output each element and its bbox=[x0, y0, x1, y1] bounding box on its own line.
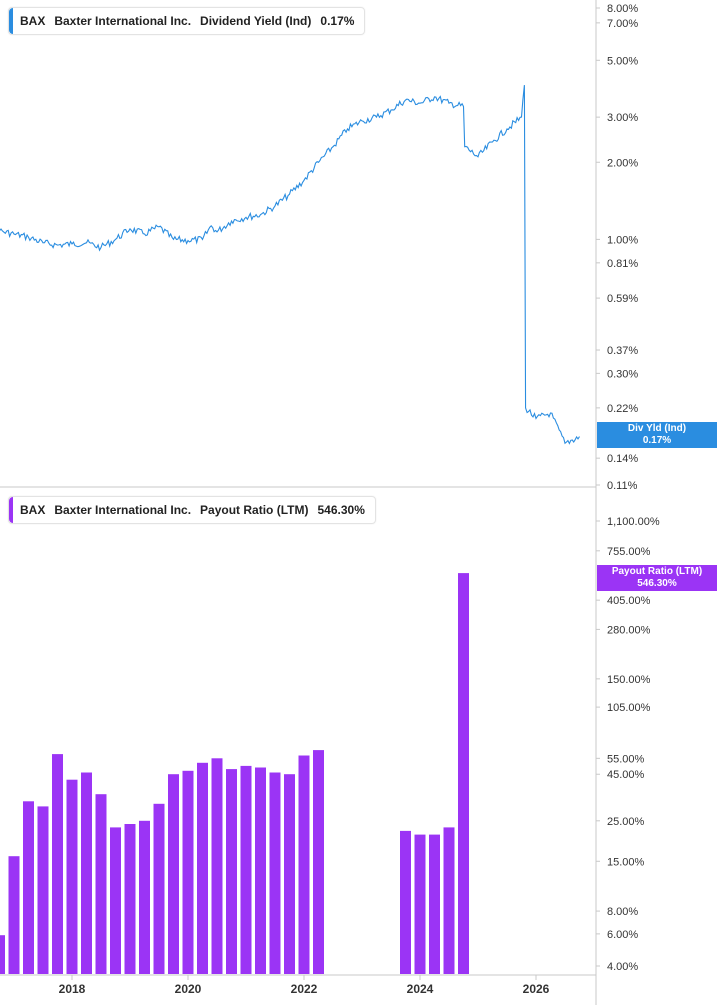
payout-ratio-legend[interactable]: BAX Baxter International Inc. Payout Rat… bbox=[8, 496, 376, 524]
x-tick-label: 2024 bbox=[407, 982, 434, 996]
y-tick-label: 755.00% bbox=[607, 546, 651, 558]
y-tick-label: 0.22% bbox=[607, 403, 638, 415]
payout-bar bbox=[414, 834, 426, 974]
dividend-yield-line bbox=[0, 85, 580, 445]
legend-company: Baxter International Inc. bbox=[54, 14, 192, 28]
payout-bar bbox=[298, 755, 310, 974]
legend-color-swatch bbox=[9, 497, 13, 523]
tag-value: 546.30% bbox=[637, 578, 677, 589]
legend-metric: Dividend Yield (Ind) bbox=[200, 14, 312, 28]
x-axis: 2018 2020 2022 2024 2026 bbox=[0, 974, 596, 996]
tag-value: 0.17% bbox=[642, 435, 672, 446]
y-tick-label: 25.00% bbox=[607, 816, 645, 828]
y-tick-label: 7.00% bbox=[607, 18, 638, 30]
y-tick-label: 3.00% bbox=[607, 112, 638, 124]
payout-bar bbox=[255, 767, 266, 974]
payout-bar bbox=[95, 794, 107, 974]
payout-bar bbox=[458, 573, 469, 974]
payout-bar bbox=[124, 824, 136, 974]
y-tick-label: 0.11% bbox=[607, 480, 638, 492]
x-tick-label: 2022 bbox=[291, 982, 318, 996]
payout-bar bbox=[153, 803, 165, 974]
payout-bar bbox=[110, 827, 121, 974]
payout-bar bbox=[37, 806, 49, 974]
x-tick-label: 2026 bbox=[523, 982, 550, 996]
y-tick-label: 405.00% bbox=[607, 595, 651, 607]
payout-bar bbox=[226, 769, 237, 974]
y-tick-label: 1.00% bbox=[607, 234, 638, 246]
y-tick-label: 0.81% bbox=[607, 258, 638, 270]
y-tick-label: 105.00% bbox=[607, 702, 651, 714]
y-tick-label: 1,100.00% bbox=[607, 516, 660, 528]
legend-ticker: BAX bbox=[20, 503, 46, 517]
payout-bar bbox=[269, 772, 281, 974]
y-tick-label: 45.00% bbox=[607, 769, 645, 781]
payout-bar bbox=[400, 830, 411, 974]
legend-color-swatch bbox=[9, 8, 13, 34]
dividend-yield-panel: 8.00% 7.00% 5.00% 3.00% 2.00% 1.00% 0.81% 0.59%… bbox=[0, 3, 638, 492]
payout-bar bbox=[429, 834, 440, 974]
y-tick-label: 4.00% bbox=[607, 961, 638, 973]
y-tick-label: 0.30% bbox=[607, 368, 638, 380]
x-tick-label: 2020 bbox=[175, 982, 202, 996]
y-tick-label: 8.00% bbox=[607, 906, 638, 918]
payout-bar bbox=[211, 758, 223, 974]
legend-metric: Payout Ratio (LTM) bbox=[200, 503, 309, 517]
payout-bar bbox=[182, 770, 194, 974]
payout-bar bbox=[8, 856, 20, 974]
y-tick-label: 0.37% bbox=[607, 345, 638, 357]
payout-bar bbox=[139, 820, 150, 974]
legend-company: Baxter International Inc. bbox=[54, 503, 192, 517]
y-tick-label: 150.00% bbox=[607, 674, 651, 686]
y-tick-label: 6.00% bbox=[607, 929, 638, 941]
payout-bar bbox=[240, 765, 252, 974]
tag-label: Div Yld (Ind) bbox=[627, 423, 687, 434]
legend-ticker: BAX bbox=[20, 14, 46, 28]
legend-value: 0.17% bbox=[320, 14, 355, 28]
payout-bar bbox=[443, 827, 455, 974]
payout-bar bbox=[66, 779, 78, 974]
y-tick-label: 15.00% bbox=[607, 856, 645, 868]
payout-bar bbox=[284, 774, 295, 974]
payout-bar bbox=[81, 772, 92, 974]
payout-ratio-panel: 1,100.00% 755.00% 405.00% 280.00% 150.00% 105… bbox=[0, 516, 660, 974]
dividend-yield-price-tag: Div Yld (Ind) 0.17% bbox=[597, 422, 717, 448]
y-tick-label: 280.00% bbox=[607, 624, 651, 636]
y-tick-label: 8.00% bbox=[607, 3, 638, 15]
payout-bar bbox=[313, 750, 324, 974]
legend-value: 546.30% bbox=[317, 503, 365, 517]
y-tick-label: 55.00% bbox=[607, 753, 645, 765]
y-tick-label: 0.14% bbox=[607, 453, 638, 465]
payout-bar bbox=[168, 774, 179, 974]
y-tick-label: 0.59% bbox=[607, 293, 638, 305]
y-tick-label: 2.00% bbox=[607, 157, 638, 169]
payout-bar bbox=[0, 935, 5, 974]
x-tick-label: 2018 bbox=[59, 982, 86, 996]
dividend-yield-legend[interactable]: BAX Baxter International Inc. Dividend Y… bbox=[8, 7, 366, 35]
tag-label: Payout Ratio (LTM) bbox=[611, 566, 703, 577]
y-tick-label: 5.00% bbox=[607, 55, 638, 67]
payout-bar bbox=[52, 754, 63, 974]
payout-bar bbox=[23, 801, 34, 974]
payout-ratio-price-tag: Payout Ratio (LTM) 546.30% bbox=[597, 565, 717, 591]
payout-bar bbox=[197, 762, 208, 974]
